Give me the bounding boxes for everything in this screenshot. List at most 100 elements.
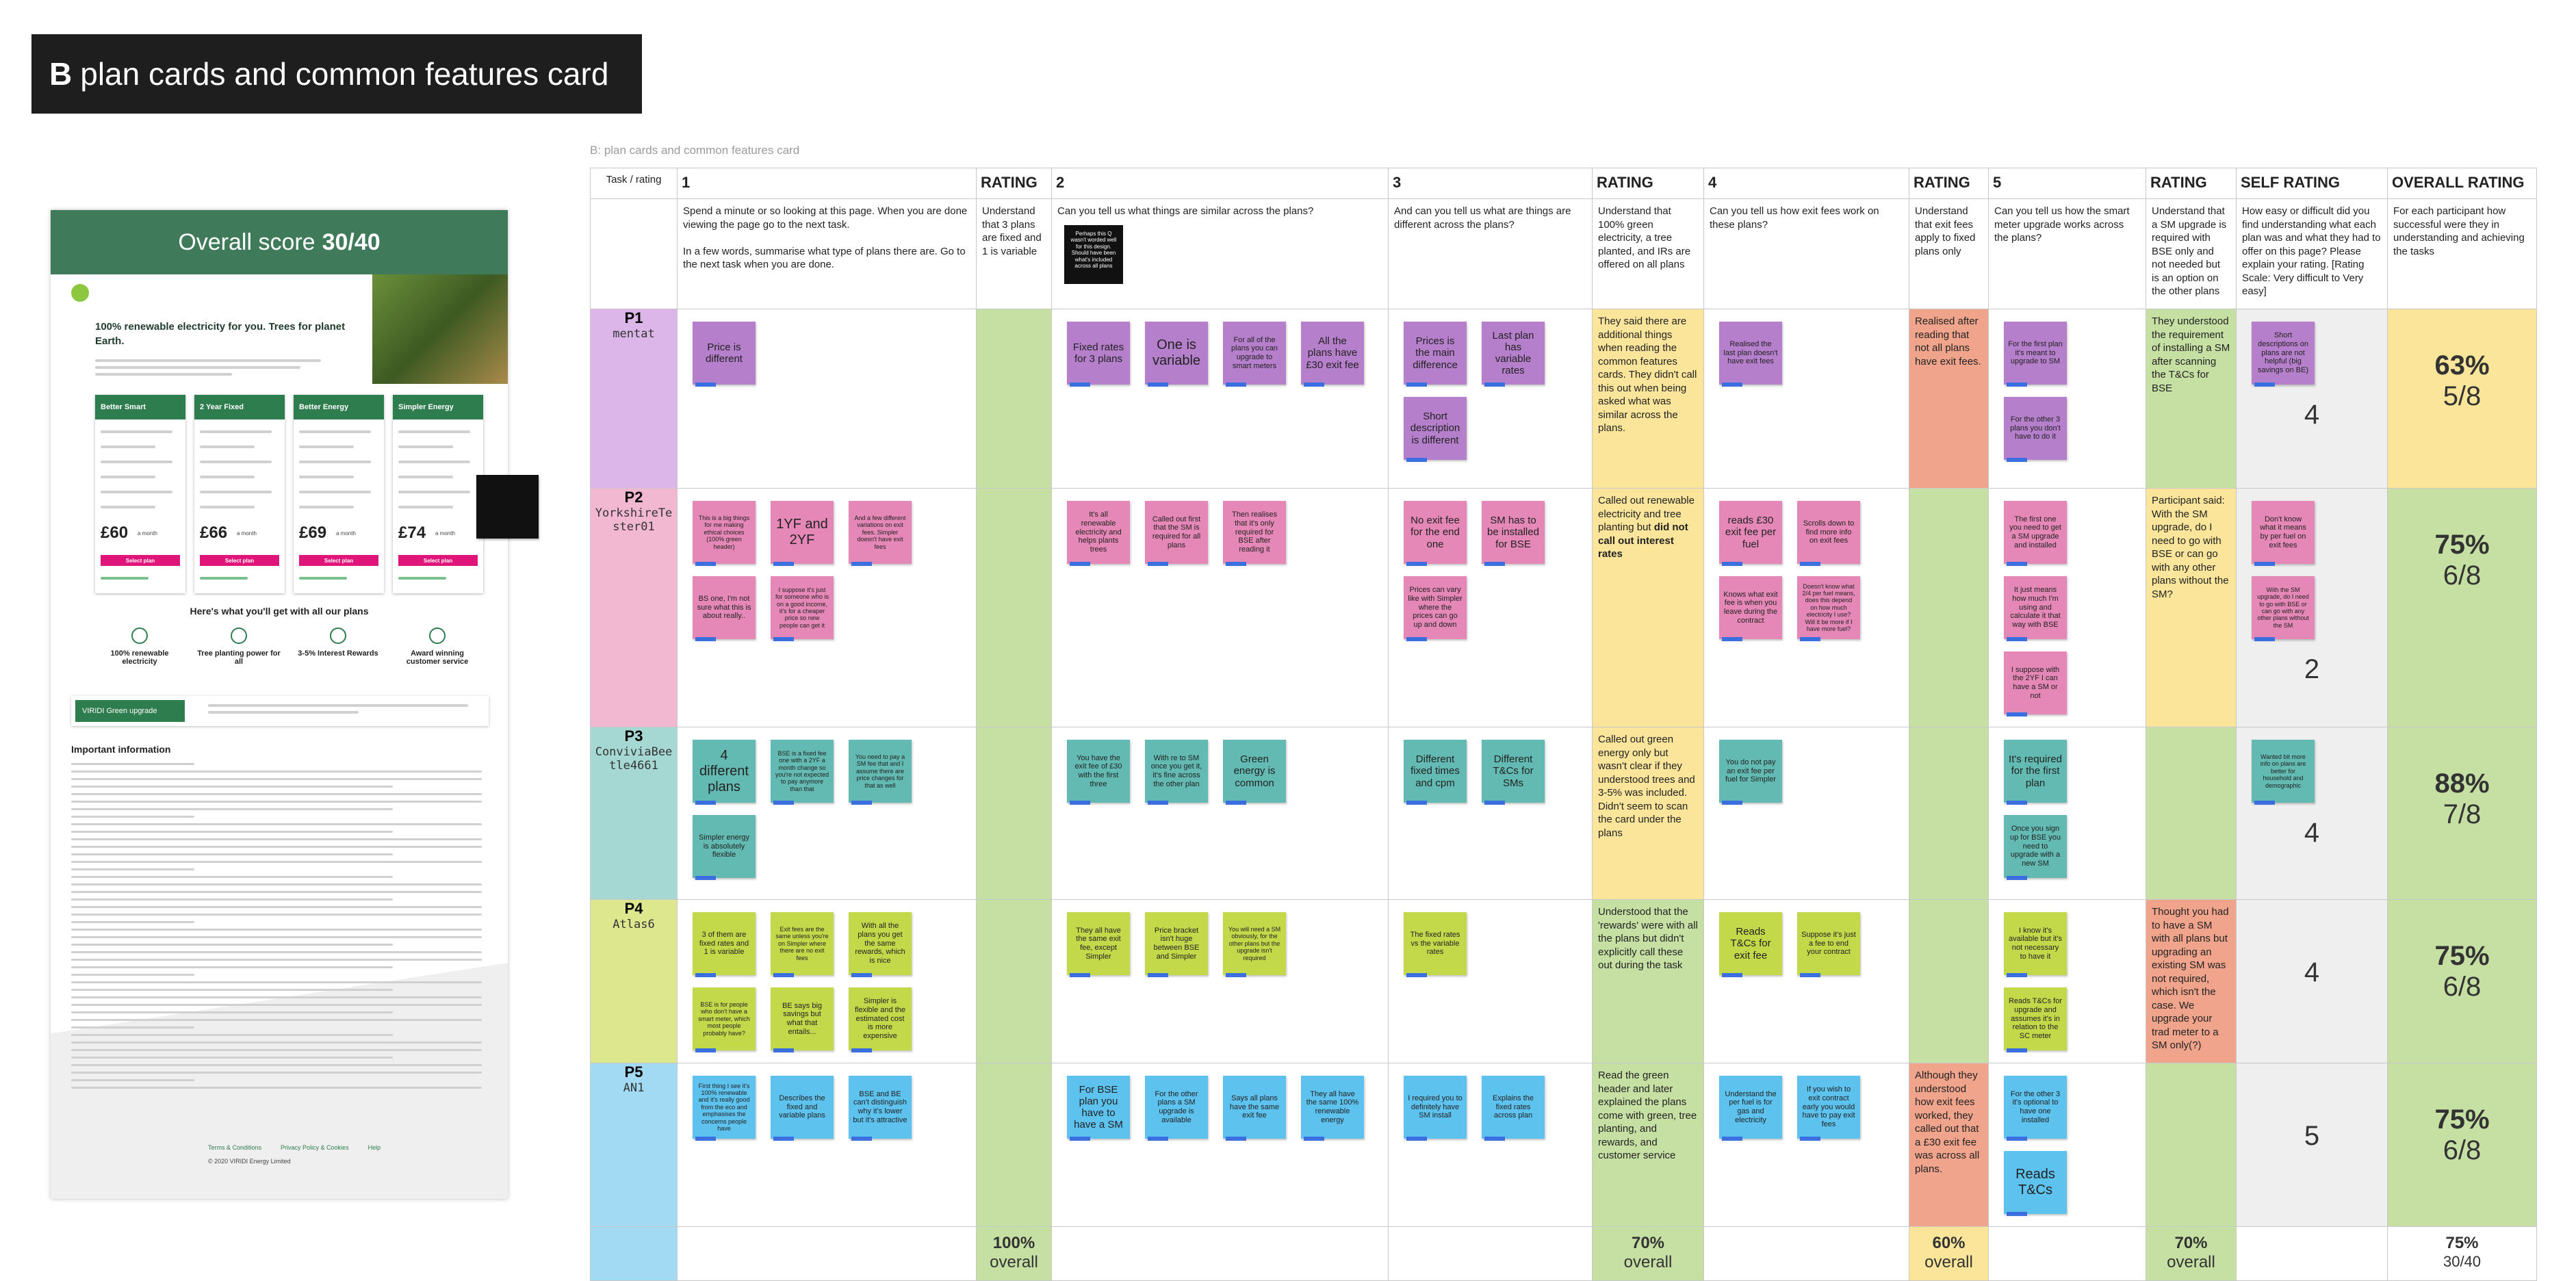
table-cell: Called out renewable electricity and tre… <box>1592 488 1704 727</box>
sticky-note: You have the exit fee of £30 with the fi… <box>1067 740 1130 805</box>
total-cell: 70% overall <box>2146 1226 2237 1281</box>
table-cell: Understood that the 'rewards' were with … <box>1592 899 1704 1063</box>
sticky-note: Short descriptions on plans are not help… <box>2252 322 2315 387</box>
table-cell: The fixed rates vs the variable rates <box>1388 899 1593 1063</box>
sticky-note: Scrolls down to find more info on exit f… <box>1797 501 1860 566</box>
select-button[interactable]: Select plan <box>299 555 378 566</box>
column-header: RATING <box>976 168 1052 199</box>
rating-note: Called out green energy only but wasn't … <box>1593 728 1703 846</box>
text-line <box>71 1011 393 1013</box>
text-line <box>71 861 482 863</box>
feature: Award winning customer service <box>393 627 482 666</box>
table-cell: First thing I see it's 100% renewable an… <box>677 1063 977 1227</box>
sticky-note: All the plans have £30 exit fee <box>1301 322 1364 387</box>
table-row: P2 YorkshireTester01 This is a big things … <box>590 488 2537 727</box>
score-header: Overall score 30/40 <box>51 210 508 274</box>
research-table: Task / rating 1 RATING 2 3 RATING 4 RATING 5 RATI… <box>590 168 2537 1281</box>
task-prompt: And can you tell us what are things are … <box>1388 198 1593 309</box>
text-line <box>200 461 272 463</box>
total-cell <box>590 1226 678 1281</box>
column-header: RATING <box>1592 168 1704 199</box>
table-cell: 75% 6/8 <box>2387 488 2537 727</box>
text-line <box>71 1004 482 1006</box>
sticky-note: Then realises that it's only required fo… <box>1223 501 1286 566</box>
table-cell: For the other 3 it's optional to have on… <box>1988 1063 2146 1227</box>
score-box: 88% 7/8 <box>2388 728 2536 831</box>
sticky-note: BSE and BE can't distinguish why it's lo… <box>849 1076 912 1141</box>
sticky-note: I suppose it's just for someone who is o… <box>771 576 834 641</box>
text-line <box>71 898 393 901</box>
table-cell <box>1909 899 1989 1063</box>
table-row: P5 AN1 First thing I see it's 100% renewab… <box>590 1063 2537 1227</box>
prompt-text: Can you tell us how the smart meter upgr… <box>1994 205 2133 244</box>
text-line <box>299 461 371 463</box>
sticky-group: Different fixed times and cpm Different T… <box>1389 728 1592 816</box>
sticky-group: Reads T&Cs for exit fee Suppose it's just… <box>1705 901 1909 988</box>
sticky-note: For the first plan it's meant to upgrade… <box>2004 322 2067 387</box>
sticky-note: Simpler is flexible and the estimated co… <box>849 987 912 1052</box>
score-fraction: 7/8 <box>2443 799 2482 829</box>
feature: Tree planting power for all <box>194 627 283 666</box>
prompt-text: Spend a minute or so looking at this pag… <box>683 205 968 270</box>
price-period: a month <box>336 530 356 536</box>
total-cell: 70% overall <box>1592 1226 1704 1281</box>
table-cell: They said there are additional things wh… <box>1592 309 1704 489</box>
rating-note: Read the green header and later explaine… <box>1593 1064 1703 1168</box>
column-header: 2 <box>1051 168 1389 199</box>
plan-name: Better Smart <box>95 395 185 419</box>
sticky-note: For all of the plans you can upgrade to … <box>1223 322 1286 387</box>
table-cell: This is a big things for me making ethic… <box>677 488 977 727</box>
sticky-note: BSE is for people who don't have a smart… <box>693 987 756 1052</box>
text-line <box>71 906 482 908</box>
score-label: overall <box>2167 1253 2215 1271</box>
sticky-note: You need to pay a SM fee that and I assu… <box>849 740 912 805</box>
text-line <box>200 445 255 448</box>
sticky-note: Fixed rates for 3 plans <box>1067 322 1130 387</box>
sticky-group: 3 of them are fixed rates and 1 is varia… <box>678 901 976 1063</box>
rating-text: They said there are additional things wh… <box>1598 315 1697 434</box>
sticky-note: Reads T&Cs for exit fee <box>1719 912 1782 977</box>
sticky-note: Simpler energy is absolutely flexible <box>693 815 756 880</box>
rating-note: Understood that the 'rewards' were with … <box>1593 901 1703 978</box>
text-line <box>71 1057 393 1059</box>
rating-text: Realised after reading that not all plan… <box>1915 315 1981 367</box>
task-prompt: Understand that a SM upgrade is required… <box>2146 198 2237 309</box>
text-line <box>71 1026 194 1028</box>
sticky-note: Green energy is common <box>1223 740 1286 805</box>
total-cell <box>1703 1226 1909 1281</box>
rating-text: Called out renewable electricity and tre… <box>1598 495 1695 533</box>
sticky-note: Last plan has variable rates <box>1482 322 1545 387</box>
table-cell: Although they understood how exit fees w… <box>1909 1063 1989 1227</box>
sticky-note: Reads T&Cs for upgrade and assumes it's … <box>2004 987 2067 1052</box>
total-cell <box>677 1226 977 1281</box>
sticky-note: It's required for the first plan <box>2004 740 2067 805</box>
sticky-note: I suppose with the 2YF I can have a SM o… <box>2004 651 2067 716</box>
sticky-group: The fixed rates vs the variable rates <box>1389 901 1592 988</box>
text-line <box>71 1034 393 1036</box>
self-score: 5 <box>2304 1121 2320 1151</box>
prompt-text: Understand that a SM upgrade is required… <box>2152 205 2230 297</box>
column-header: 5 <box>1988 168 2146 199</box>
select-button[interactable]: Select plan <box>200 555 279 566</box>
price-period: a month <box>138 530 157 536</box>
total-cell: 60% overall <box>1909 1226 1989 1281</box>
score-percent: 60% <box>1932 1234 1966 1252</box>
column-header: OVERALL RATING <box>2387 168 2537 199</box>
rating-note: Called out renewable electricity and tre… <box>1593 489 1703 567</box>
plan-price: £66 <box>200 523 228 542</box>
task-prompt: Can you tell us how exit fees work on th… <box>1703 198 1909 309</box>
text-line <box>71 831 393 833</box>
prompt-text: Understand that 3 plans are fixed and 1 … <box>982 205 1044 257</box>
feature: 100% renewable electricity <box>95 627 184 666</box>
link-line <box>299 577 347 580</box>
link-line <box>398 577 446 580</box>
text-line <box>71 891 482 893</box>
sticky-note: 1YF and 2YF <box>771 501 834 566</box>
select-button[interactable]: Select plan <box>398 555 478 566</box>
participant-id: P5 <box>624 1063 643 1081</box>
column-header: 3 <box>1388 168 1593 199</box>
feature-label: 100% renewable electricity <box>110 649 169 666</box>
select-button[interactable]: Select plan <box>101 555 180 566</box>
sticky-group: Fixed rates for 3 plans One is variable Fo… <box>1053 310 1388 398</box>
text-line <box>299 506 354 508</box>
